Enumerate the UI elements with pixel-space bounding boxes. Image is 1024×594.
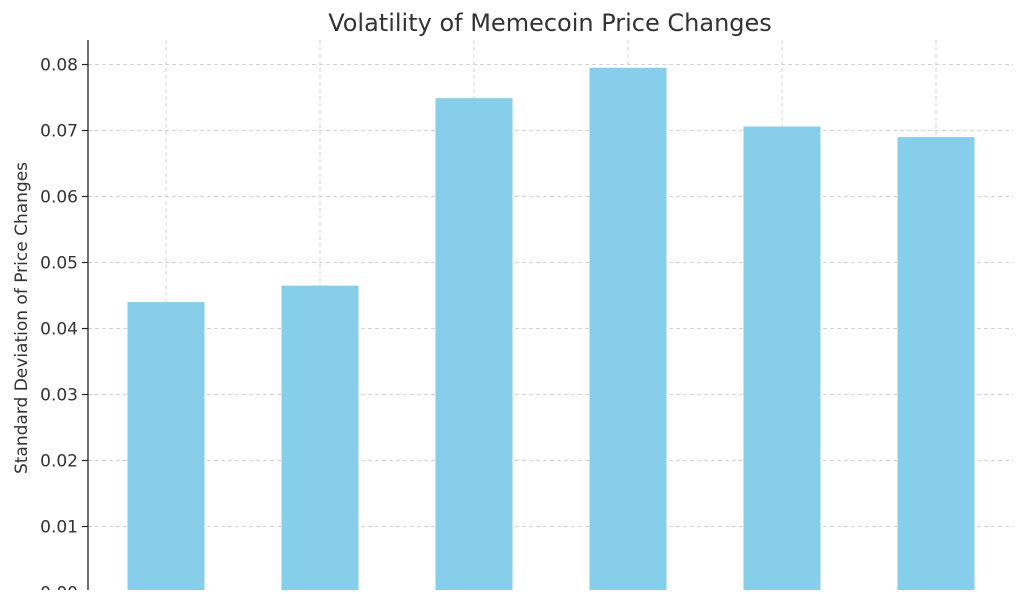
bar-6 — [897, 137, 975, 593]
bars — [127, 67, 975, 593]
bar-5 — [743, 126, 821, 593]
y-tick-label: 0.01 — [40, 518, 78, 538]
y-tick-label: 0.07 — [40, 122, 78, 142]
y-tick-label: 0.05 — [40, 254, 78, 274]
y-tick-label: 0.02 — [40, 452, 78, 472]
y-tick-label: 0.08 — [40, 56, 78, 76]
y-ticks: 0.00 0.01 0.02 0.03 0.04 0.05 0.06 0.07 0.08 — [40, 56, 88, 594]
bar-2 — [281, 285, 359, 593]
y-tick-label: 0.00 — [40, 584, 78, 591]
bar-3 — [435, 98, 513, 593]
bar-4 — [589, 67, 667, 593]
y-axis-label: Standard Deviation of Price Changes — [12, 162, 32, 474]
bar-1 — [127, 302, 205, 593]
grid-lines — [88, 40, 1013, 590]
y-tick-label: 0.06 — [40, 188, 78, 208]
y-tick-label: 0.03 — [40, 386, 78, 406]
chart-title: Volatility of Memecoin Price Changes — [328, 9, 772, 37]
y-tick-label: 0.04 — [40, 320, 78, 340]
